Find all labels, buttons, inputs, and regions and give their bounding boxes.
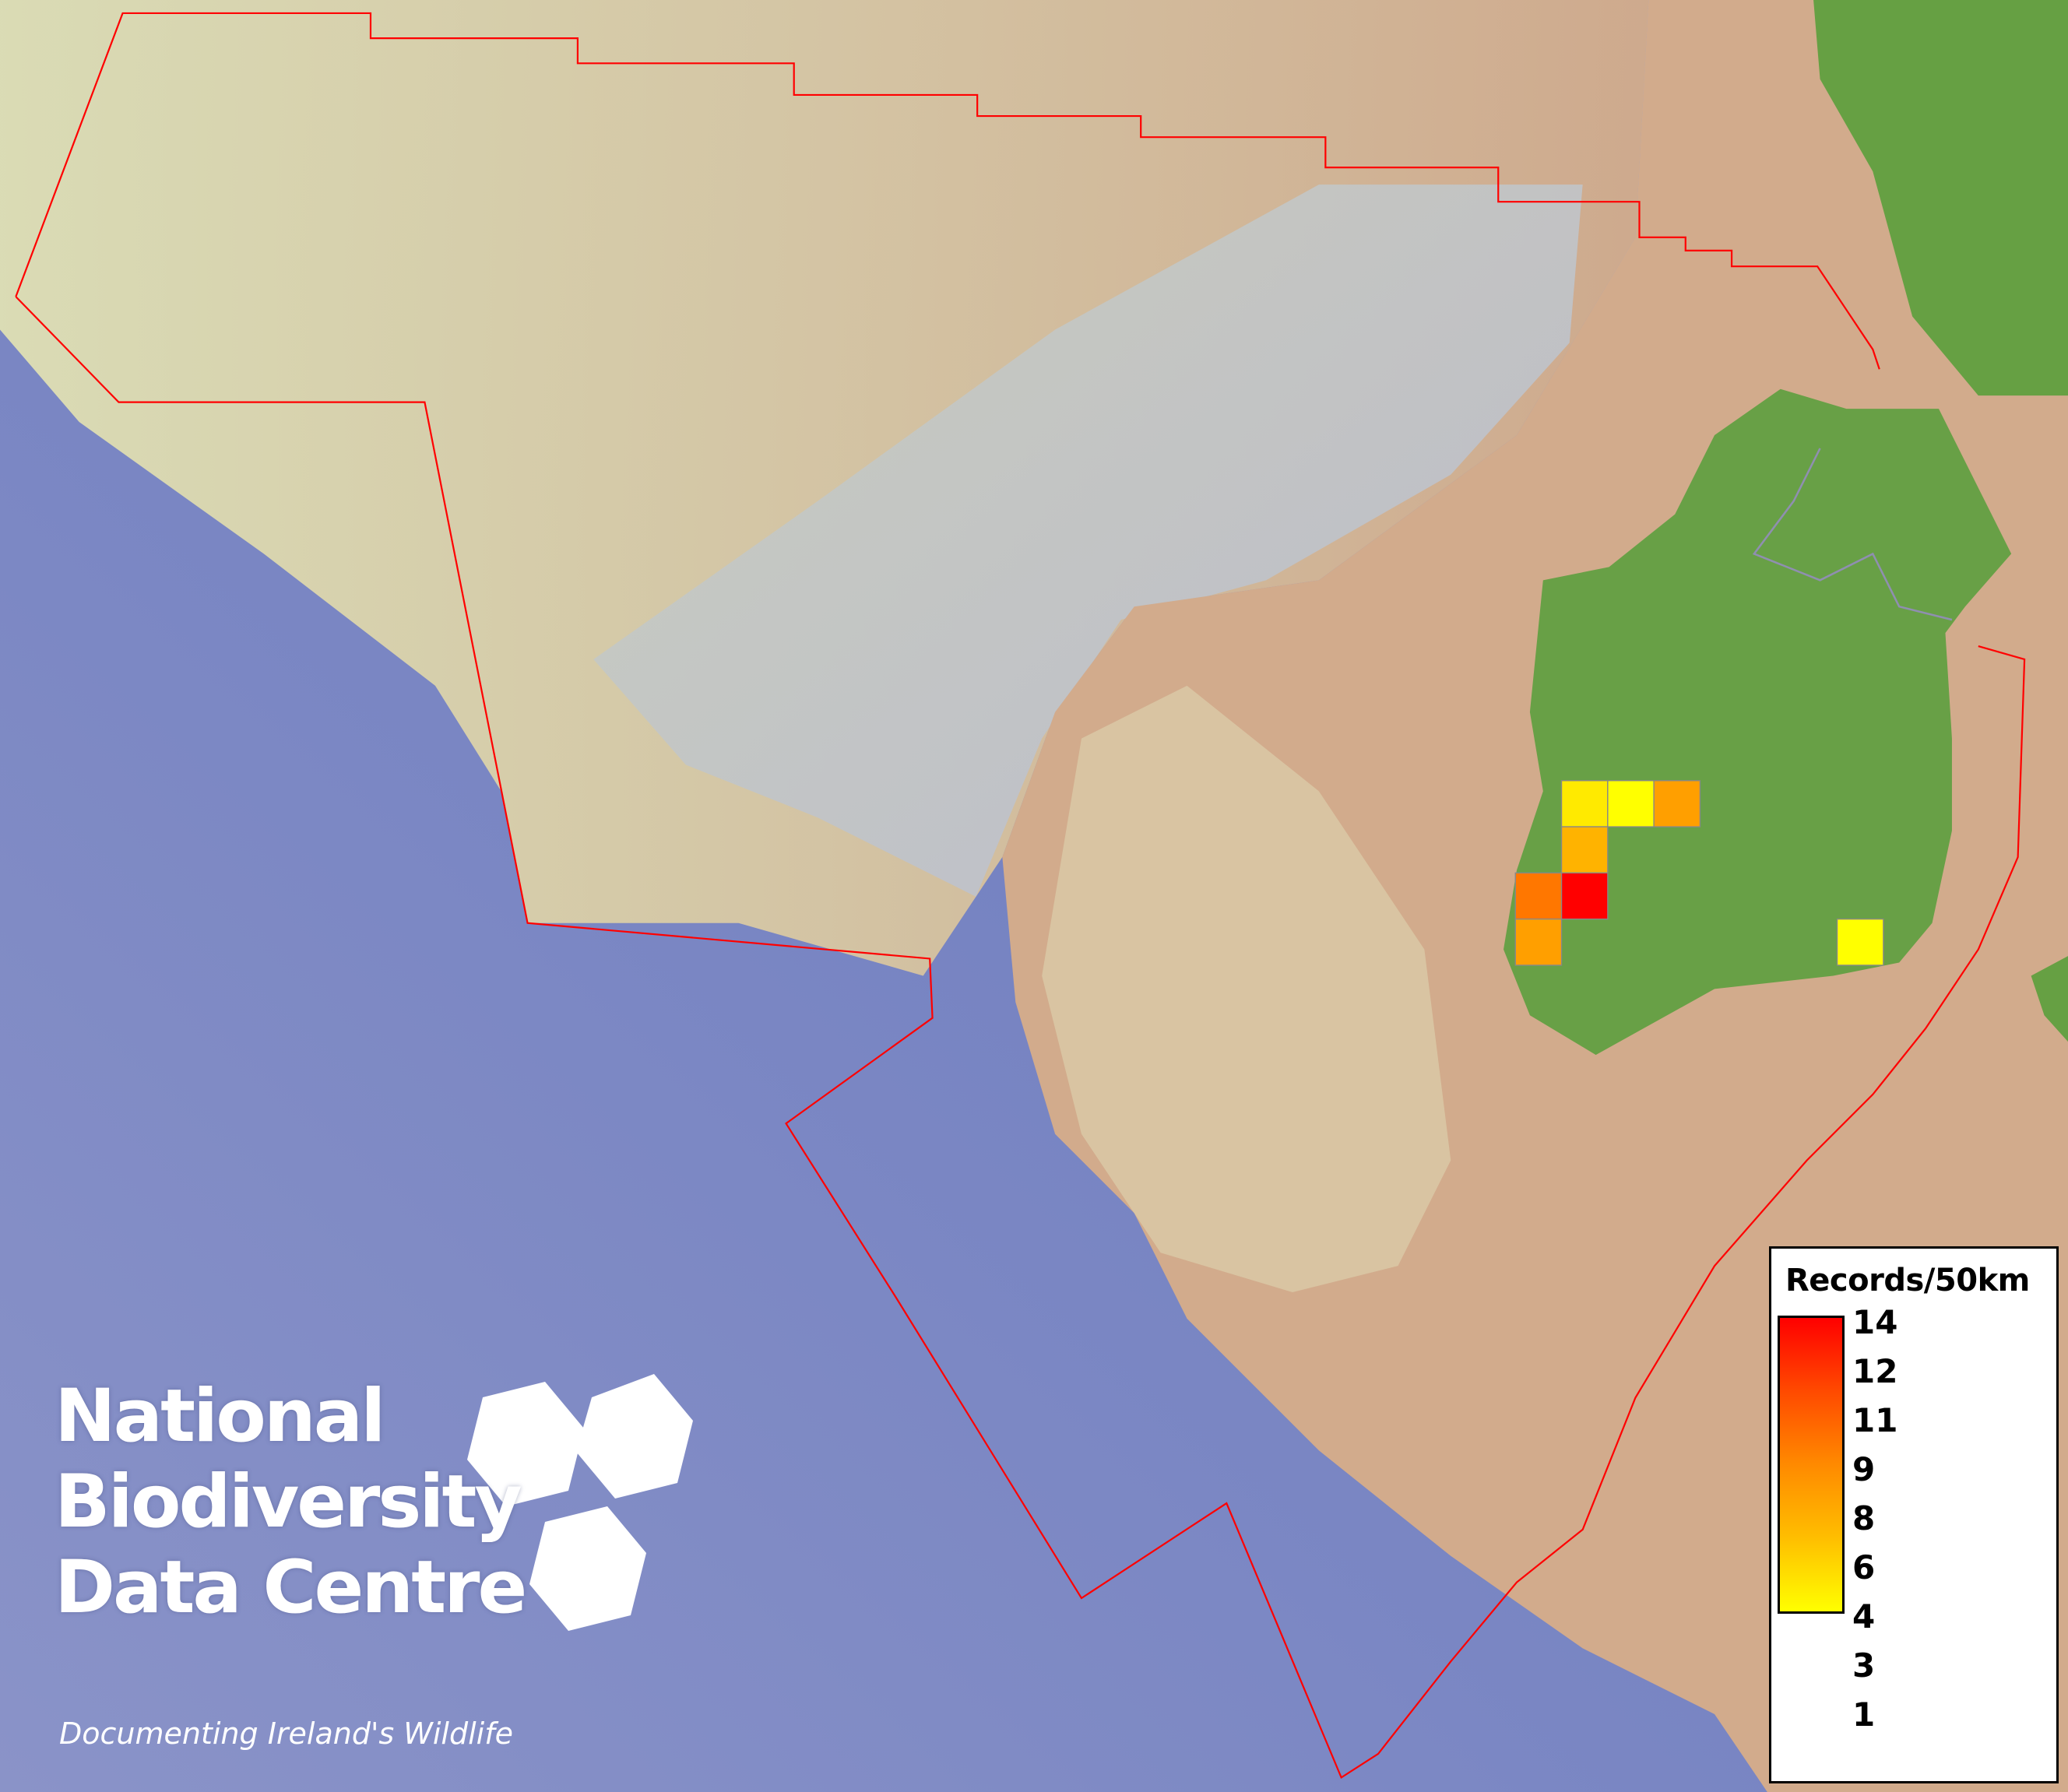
grid-cell-2-records <box>1560 780 1609 827</box>
legend: Records/50km 14 12 11 9 8 6 4 3 1 <box>1769 1246 2059 1783</box>
legend-tick: 12 <box>1852 1352 1898 1390</box>
boundary-line-south <box>15 296 2026 1780</box>
grid-cell-5-records <box>1514 918 1563 966</box>
legend-title: Records/50km <box>1785 1263 2030 1298</box>
legend-tick: 11 <box>1852 1401 1898 1439</box>
logo-line-1: National <box>55 1374 385 1459</box>
logo-tagline: Documenting Ireland's Wildlife <box>59 1716 513 1751</box>
rockall-trough <box>593 184 1583 897</box>
logo-line-2: Biodiversity <box>55 1460 522 1544</box>
great-britain-land <box>1813 0 2068 396</box>
legend-tick: 1 <box>1852 1695 1876 1734</box>
boundary-line-north <box>15 12 1880 370</box>
grid-cell-1-records <box>1836 918 1884 966</box>
wales-land <box>2031 956 2068 1042</box>
legend-tick: 9 <box>1852 1450 1876 1488</box>
legend-tick: 4 <box>1852 1597 1876 1636</box>
grid-cell-4-records <box>1560 826 1609 874</box>
porcupine-bank <box>1042 685 1451 1293</box>
logo-hexagons-icon <box>467 1374 693 1631</box>
grid-cell-1-records <box>1607 780 1655 827</box>
logo-line-3: Data Centre <box>55 1545 527 1630</box>
record-grid-cells <box>1514 780 1884 966</box>
ireland-land <box>1504 388 2012 1056</box>
legend-color-bar <box>1778 1316 1845 1614</box>
legend-tick: 14 <box>1852 1303 1898 1341</box>
northern-ireland-border <box>1752 448 1953 621</box>
legend-tick: 8 <box>1852 1499 1876 1537</box>
grid-cell-5-records <box>1653 780 1701 827</box>
grid-cell-14-records <box>1560 872 1609 920</box>
legend-tick: 6 <box>1852 1548 1876 1586</box>
grid-cell-8-records <box>1514 872 1563 920</box>
legend-tick: 3 <box>1852 1646 1876 1685</box>
